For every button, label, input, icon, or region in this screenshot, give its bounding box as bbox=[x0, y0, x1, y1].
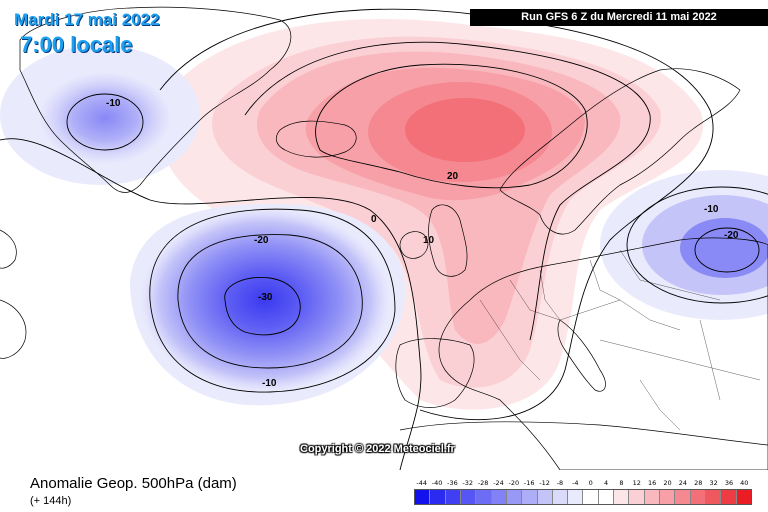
color-scale-swatch bbox=[628, 490, 644, 504]
contour-label: 0 bbox=[371, 214, 377, 225]
color-scale-swatch bbox=[597, 490, 614, 504]
color-scale-label: -16 bbox=[523, 479, 535, 487]
contour-label: -10 bbox=[262, 378, 277, 389]
lead-time: (+ 144h) bbox=[30, 495, 72, 507]
color-scale-swatch bbox=[415, 490, 430, 504]
color-scale-label: -36 bbox=[447, 479, 458, 487]
color-scale-label: 28 bbox=[694, 479, 703, 487]
contour-label: -30 bbox=[258, 292, 273, 303]
color-scale-label: -32 bbox=[462, 479, 474, 487]
color-scale-swatch bbox=[475, 490, 491, 504]
color-scale-label: -8 bbox=[556, 479, 564, 487]
color-scale-label: -4 bbox=[572, 479, 579, 487]
color-scale-swatch bbox=[659, 490, 675, 504]
positive-anomaly-region bbox=[160, 18, 704, 410]
color-scale-label: 40 bbox=[740, 479, 749, 487]
color-scale-label: 24 bbox=[678, 479, 687, 487]
color-scale-label: -24 bbox=[493, 479, 504, 487]
color-scale-label: 20 bbox=[663, 479, 672, 487]
color-scale-labels: -44 -40 -36 -32 -28 -24 -20 -16 -12 -8 -4 0 4 8 12 16 20… bbox=[414, 479, 752, 489]
color-scale-label: -40 bbox=[431, 479, 443, 487]
color-scale-swatch bbox=[674, 490, 690, 504]
color-scale-swatch bbox=[490, 490, 506, 504]
contour-labels: -10 -20 -30 -10 0 10 20 -10 -20 bbox=[106, 98, 739, 389]
color-scale-swatch bbox=[567, 490, 583, 504]
color-scale-swatch bbox=[720, 490, 736, 504]
forecast-date-title: Mardi 17 mai 2022 bbox=[14, 10, 160, 29]
color-scale-label: 4 bbox=[603, 479, 609, 487]
contour-label: -10 bbox=[106, 98, 121, 109]
color-scale-swatch bbox=[613, 490, 629, 504]
color-scale-swatch bbox=[551, 490, 568, 504]
color-scale-label: 12 bbox=[632, 479, 641, 487]
anomaly-map: -10 -20 -30 -10 0 10 20 -10 -20 bbox=[0, 6, 768, 470]
color-scale-label: 36 bbox=[724, 479, 734, 487]
color-scale-swatch bbox=[689, 490, 705, 504]
color-scale-label: -28 bbox=[477, 479, 489, 487]
color-scale-label: 16 bbox=[647, 479, 657, 487]
color-scale-swatch bbox=[444, 490, 460, 504]
contour-label: 20 bbox=[447, 171, 459, 182]
color-scale-label: -20 bbox=[508, 479, 520, 487]
color-scale-label: -44 bbox=[416, 479, 427, 487]
color-scale-label: 32 bbox=[709, 479, 718, 487]
color-scale-swatch bbox=[459, 490, 476, 504]
contour-label: -10 bbox=[704, 204, 719, 215]
color-scale-swatch bbox=[429, 490, 445, 504]
contour-lines bbox=[0, 8, 768, 470]
model-run-info: Run GFS 6 Z du Mercredi 11 mai 2022 bbox=[470, 9, 768, 26]
contour-label: 10 bbox=[423, 235, 435, 246]
color-scale-swatch bbox=[505, 490, 522, 504]
color-scale-swatch bbox=[643, 490, 659, 504]
color-scale-label: 0 bbox=[588, 479, 593, 487]
negative-anomaly-regions bbox=[0, 45, 768, 406]
color-scale-swatch bbox=[521, 490, 537, 504]
color-scale-swatch bbox=[536, 490, 552, 504]
forecast-time-title: 7:00 locale bbox=[20, 32, 133, 57]
color-scale-swatch bbox=[582, 490, 598, 504]
color-scale-label: -12 bbox=[539, 479, 550, 487]
color-scale-swatch bbox=[735, 490, 751, 504]
color-scale-bar bbox=[414, 489, 752, 505]
contour-label: -20 bbox=[724, 230, 739, 241]
color-scale-swatch bbox=[704, 490, 721, 504]
contour-label: -20 bbox=[254, 235, 269, 246]
color-scale-label: 8 bbox=[619, 479, 624, 487]
variable-title: Anomalie Geop. 500hPa (dam) bbox=[30, 475, 237, 492]
copyright-notice: Copyright © 2022 Meteociel.fr bbox=[300, 443, 455, 455]
country-borders bbox=[479, 249, 761, 431]
